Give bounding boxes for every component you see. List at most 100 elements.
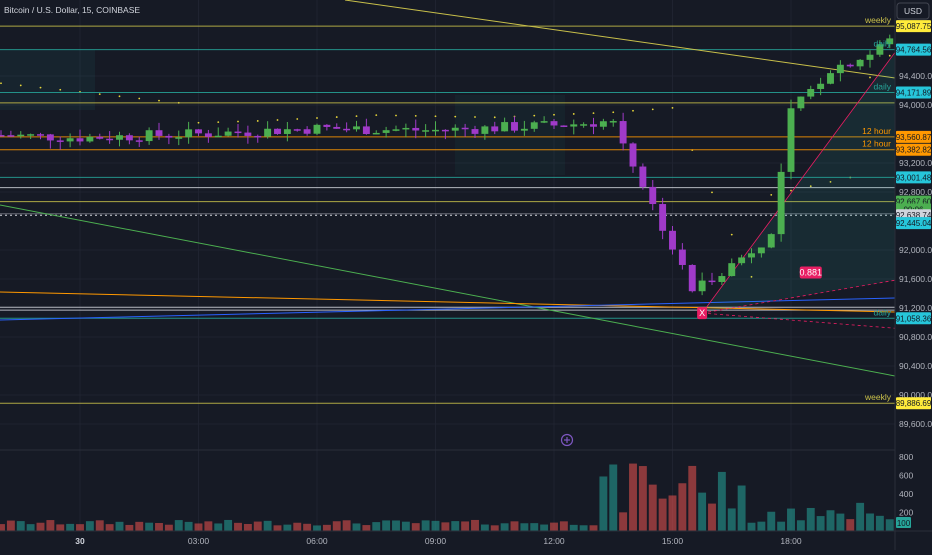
volume-bar (767, 511, 776, 531)
volume-tick-label: 800 (899, 452, 913, 462)
volume-bar (747, 522, 756, 531)
volume-bar (619, 512, 628, 531)
candle-body (530, 122, 538, 129)
time-tick-label: 12:00 (543, 536, 565, 546)
volume-bar (500, 523, 509, 531)
candle-body (629, 143, 637, 167)
volume-bar (155, 523, 163, 531)
candle-body (362, 126, 370, 135)
ma-dot (750, 275, 753, 278)
candle-body (214, 135, 222, 138)
volume-bar (164, 524, 173, 531)
volume-bar (95, 520, 104, 531)
volume-bar (638, 466, 647, 531)
candle-body (343, 128, 351, 131)
volume-bar (135, 521, 144, 531)
descending-weekly-line (344, 0, 896, 79)
candle-body (797, 96, 805, 109)
volume-bar (796, 520, 805, 531)
ma-dot (454, 115, 457, 118)
candle-body (392, 129, 400, 131)
candle-body (767, 234, 775, 248)
price-tick-label: 94,400.00 (899, 71, 932, 81)
add-plus-icon[interactable] (560, 433, 574, 447)
volume-bar (115, 521, 124, 531)
ma-dot (533, 114, 536, 117)
volume-tick-label: 200 (899, 508, 913, 518)
candle-body (619, 121, 627, 144)
candle-body (313, 124, 321, 134)
currency-button-label: USD (904, 6, 922, 16)
trend-lines (0, 0, 896, 377)
volume-bar (787, 508, 795, 531)
ma-dot (770, 194, 773, 196)
candle-body (422, 130, 430, 132)
level-tag: weekly (864, 392, 892, 402)
volume-current-bg (896, 517, 911, 528)
ma-dot (651, 108, 654, 111)
candle-body (224, 131, 232, 136)
candle-body (244, 132, 252, 136)
candle-body (441, 129, 449, 132)
candle-body (175, 137, 183, 139)
time-axis[interactable]: 30 03:00 06:00 09:00 12:00 15:00 18:00 (75, 536, 802, 546)
candle-body (264, 128, 272, 137)
volume-bar (56, 524, 65, 531)
volume-bar (105, 524, 114, 531)
ma-dot (138, 97, 141, 100)
candle-body (649, 186, 657, 205)
volume-bar (856, 502, 865, 531)
price-label: 93,382.82 (896, 146, 932, 155)
volume-bar (421, 520, 430, 531)
price-axis[interactable]: 94,400.00 94,000.00 93,200.00 92,800.00 92,0… (899, 71, 932, 429)
price-label: 95,087.75 (896, 22, 932, 31)
ma-dot (59, 88, 62, 91)
candle-body (412, 127, 420, 131)
volume-bar (708, 503, 716, 531)
price-label: 92,445.04 (896, 219, 932, 228)
price-tick-label: 90,800.00 (899, 332, 932, 342)
volume-bar (589, 525, 598, 531)
candle-body (56, 140, 64, 142)
candle-body (599, 121, 607, 127)
candle-body (155, 130, 163, 136)
candle-body (145, 130, 153, 142)
price-label-bg (896, 20, 931, 33)
candle-body (511, 122, 518, 131)
candle-body (807, 88, 815, 97)
volume-bar (204, 521, 213, 531)
candle-body (609, 121, 617, 123)
candle-body (283, 129, 291, 134)
price-tick-label: 90,400.00 (899, 361, 932, 371)
ma-dot (39, 86, 42, 89)
candle-body (836, 64, 844, 74)
price-label: 93,560.87 (896, 133, 932, 142)
volume-bar (382, 520, 391, 531)
volume-bar (727, 508, 736, 531)
volume-bar (145, 522, 154, 531)
zone-shade (0, 50, 95, 110)
volume-bar (26, 524, 35, 531)
currency-button[interactable]: USD (896, 2, 930, 20)
price-label-bg (896, 43, 931, 56)
volume-bar (540, 524, 549, 531)
ma-dot (217, 121, 220, 124)
level-tag: 12 hour (862, 139, 891, 149)
volume-bar (184, 521, 193, 531)
volume-bar (411, 523, 420, 531)
candle-body (570, 124, 578, 127)
volume-bar (550, 522, 558, 531)
price-label: 94,171.89 (896, 89, 932, 98)
candle-body (303, 129, 311, 134)
ma-dot (612, 111, 615, 114)
price-label-bg (896, 397, 931, 410)
volume-bar (451, 521, 460, 531)
volume-bar (174, 520, 183, 531)
symbol-title: Bitcoin / U.S. Dollar, 15, COINBASE (4, 5, 140, 15)
candle-body (323, 124, 331, 127)
volume-bar (234, 522, 242, 531)
time-tick-label: 15:00 (662, 536, 684, 546)
